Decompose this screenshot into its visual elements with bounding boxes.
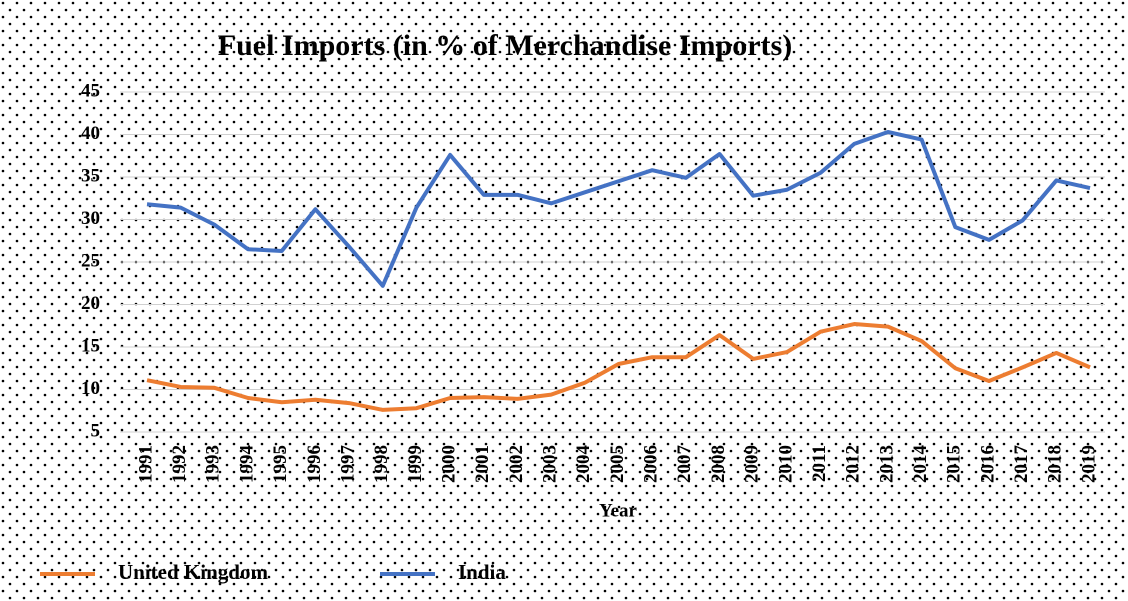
x-tick-label: 2006 bbox=[641, 445, 662, 483]
y-tick-label: 35 bbox=[81, 165, 100, 186]
x-tick-label: 2013 bbox=[876, 445, 897, 483]
y-tick-label: 30 bbox=[81, 208, 100, 229]
x-tick-label: 2017 bbox=[1011, 445, 1032, 484]
x-tick-label: 2001 bbox=[472, 445, 493, 483]
x-tick-label: 2019 bbox=[1078, 445, 1099, 483]
x-tick-label: 2007 bbox=[674, 445, 695, 484]
x-tick-label: 1991 bbox=[135, 445, 156, 483]
x-tick-label: 2010 bbox=[775, 445, 796, 483]
x-tick-label: 2003 bbox=[540, 445, 561, 483]
x-axis-label: Year bbox=[599, 500, 638, 521]
x-tick-label: 2011 bbox=[809, 445, 830, 482]
x-tick-label: 1996 bbox=[304, 445, 325, 483]
y-tick-label: 15 bbox=[81, 335, 100, 356]
x-tick-label: 1997 bbox=[337, 445, 358, 484]
y-tick-label: 5 bbox=[91, 420, 101, 441]
x-tick-label: 1998 bbox=[371, 445, 392, 483]
x-tick-label: 2009 bbox=[742, 445, 763, 483]
y-tick-label: 45 bbox=[81, 80, 100, 101]
x-tick-label: 2016 bbox=[977, 445, 998, 483]
x-tick-label: 2018 bbox=[1045, 445, 1066, 483]
legend-label: United Kingdom bbox=[118, 560, 268, 584]
x-tick-label: 1992 bbox=[169, 445, 190, 483]
line-series bbox=[146, 129, 1091, 288]
x-tick-label: 2004 bbox=[573, 445, 594, 484]
x-tick-label: 1999 bbox=[405, 445, 426, 483]
x-tick-label: 1995 bbox=[270, 445, 291, 483]
x-tick-label: 1994 bbox=[236, 445, 257, 484]
x-tick-label: 2012 bbox=[843, 445, 864, 483]
x-tick-label: 2000 bbox=[438, 445, 459, 483]
legend-label: India bbox=[458, 560, 506, 584]
x-tick-label: 2014 bbox=[910, 445, 931, 484]
y-tick-label: 10 bbox=[81, 378, 100, 399]
x-tick-label: 2005 bbox=[607, 445, 628, 483]
x-tick-label: 1993 bbox=[203, 445, 224, 483]
y-tick-label: 25 bbox=[81, 250, 100, 271]
y-tick-label: 20 bbox=[81, 293, 100, 314]
y-tick-label: 40 bbox=[81, 123, 100, 144]
chart-title: Fuel Imports (in % of Merchandise Import… bbox=[218, 29, 792, 62]
x-tick-label: 2008 bbox=[708, 445, 729, 483]
line-series bbox=[146, 322, 1091, 412]
x-tick-label: 2015 bbox=[944, 445, 965, 483]
x-tick-label: 2002 bbox=[506, 445, 527, 483]
